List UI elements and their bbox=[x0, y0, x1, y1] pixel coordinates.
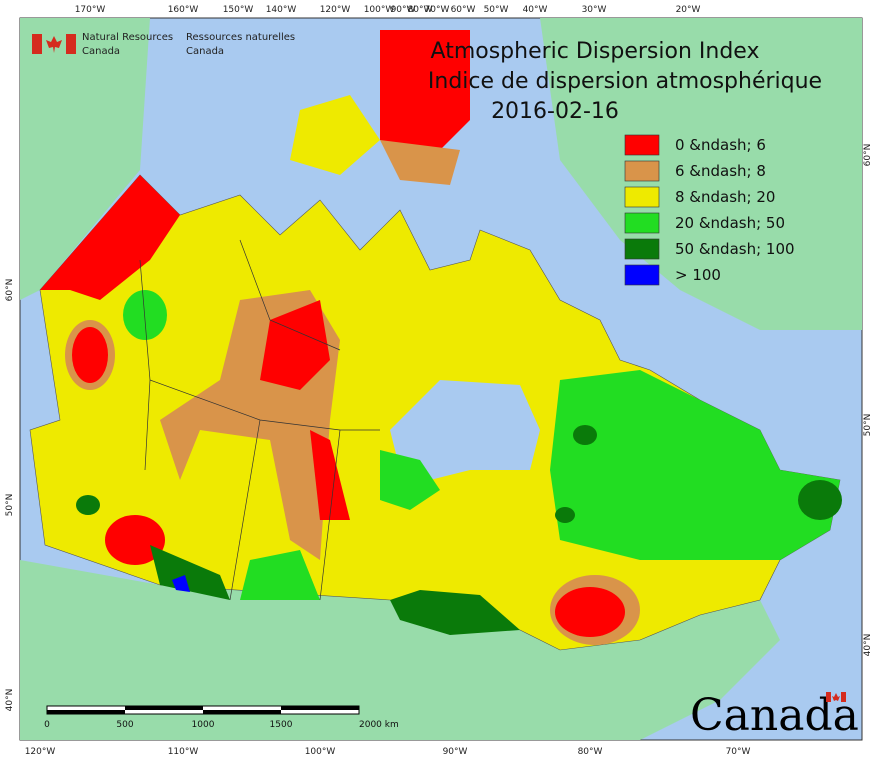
legend-label: 6 &ndash; 8 bbox=[675, 162, 766, 180]
scale-label: 1000 bbox=[192, 720, 215, 730]
longitude-label: 160°W bbox=[168, 5, 199, 15]
legend-swatch bbox=[624, 134, 660, 156]
united-states bbox=[20, 560, 780, 740]
org-french: Canada bbox=[186, 46, 224, 57]
province-boundary bbox=[139, 239, 380, 601]
legend-swatch bbox=[624, 238, 660, 260]
maple-leaf bbox=[46, 36, 62, 53]
longitude-label: 80°W bbox=[578, 747, 603, 757]
index-area bbox=[150, 545, 230, 600]
index-area bbox=[76, 495, 100, 515]
latitude-label: 40°N bbox=[863, 634, 873, 657]
scale-label: 0 bbox=[44, 720, 50, 730]
longitude-label: 20°W bbox=[676, 5, 701, 15]
index-area bbox=[555, 587, 625, 637]
arctic-island bbox=[380, 140, 460, 185]
legend-swatch bbox=[624, 264, 660, 286]
legend-label: 50 &ndash; 100 bbox=[675, 240, 795, 258]
legend-label: > 100 bbox=[675, 266, 721, 284]
index-area bbox=[105, 515, 165, 565]
longitude-label: 30°W bbox=[582, 5, 607, 15]
flag-bar bbox=[66, 34, 76, 54]
wordmark-flag bbox=[841, 692, 846, 702]
latitude-label: 60°N bbox=[863, 144, 873, 167]
longitude-label: 50°W bbox=[484, 5, 509, 15]
title: Atmospheric Dispersion Index bbox=[431, 39, 760, 64]
longitude-label: 150°W bbox=[223, 5, 254, 15]
legend-swatch bbox=[624, 212, 660, 234]
legend: 0 &ndash; 6 6 &ndash; 8 8 &ndash; 20 20 &nd… bbox=[624, 134, 795, 286]
longitude-label: 140°W bbox=[266, 5, 297, 15]
arctic-island bbox=[290, 95, 380, 175]
wordmark-flag bbox=[826, 692, 831, 702]
index-area bbox=[380, 450, 440, 510]
longitude-label: 60°W bbox=[451, 5, 476, 15]
index-area bbox=[123, 290, 167, 340]
org-english: Canada bbox=[82, 46, 120, 57]
longitude-label: 170°W bbox=[75, 5, 106, 15]
scale-labels: 0 500 1000 1500 2000 km bbox=[44, 720, 399, 730]
hudson-bay bbox=[390, 380, 540, 480]
title-date: 2016-02-16 bbox=[491, 99, 619, 124]
flag-bar bbox=[32, 34, 42, 54]
title: Indice de dispersion atmosphérique bbox=[428, 69, 822, 94]
greenland bbox=[540, 18, 862, 330]
ellesmere-island bbox=[380, 30, 470, 160]
index-area bbox=[72, 327, 108, 383]
index-area bbox=[555, 507, 575, 523]
longitude-label: 120°W bbox=[25, 747, 56, 757]
longitude-label: 90°W bbox=[443, 747, 468, 757]
longitude-label: 80°W bbox=[408, 5, 433, 15]
index-area bbox=[390, 590, 520, 635]
index-area bbox=[550, 370, 840, 560]
legend-swatch bbox=[624, 160, 660, 182]
legend-label: 0 &ndash; 6 bbox=[675, 136, 766, 154]
wordmark-leaf bbox=[832, 693, 840, 701]
scale-bar-segment bbox=[125, 706, 203, 710]
legend-label: 8 &ndash; 20 bbox=[675, 188, 775, 206]
index-area bbox=[310, 430, 350, 520]
legend-label: 20 &ndash; 50 bbox=[675, 214, 785, 232]
longitude-label: 70°W bbox=[726, 747, 751, 757]
scale-label: 500 bbox=[116, 720, 133, 730]
index-area bbox=[40, 175, 180, 300]
longitude-label: 70°W bbox=[425, 5, 450, 15]
latitude-label: 60°N bbox=[5, 279, 15, 302]
latitude-label: 50°N bbox=[5, 494, 15, 517]
graticule-labels: 170°W 160°W 150°W 140°W 120°W 100°W90°W80°W70… bbox=[5, 5, 873, 757]
org-english: Natural Resources bbox=[82, 32, 173, 43]
index-area bbox=[798, 480, 842, 520]
longitude-label: 120°W bbox=[320, 5, 351, 15]
scale-label: 1500 bbox=[270, 720, 293, 730]
latitude-label: 50°N bbox=[863, 414, 873, 437]
scale-bar-segment bbox=[281, 706, 359, 710]
index-area bbox=[260, 300, 330, 390]
longitude-label: 90°W bbox=[391, 5, 416, 15]
longitude-label: 100°W bbox=[305, 747, 336, 757]
scale-bar-segment bbox=[47, 710, 125, 714]
longitude-label: 100°W bbox=[364, 5, 395, 15]
index-area bbox=[240, 550, 320, 600]
legend-swatch bbox=[624, 186, 660, 208]
org-french: Ressources naturelles bbox=[186, 32, 295, 43]
index-area bbox=[172, 575, 190, 592]
longitude-label: 110°W bbox=[168, 747, 199, 757]
latitude-label: 40°N bbox=[5, 689, 15, 712]
alaska bbox=[20, 18, 150, 300]
longitude-label: 40°W bbox=[523, 5, 548, 15]
scale-bar-segment bbox=[203, 710, 281, 714]
scale-label: 2000 km bbox=[359, 720, 399, 730]
index-area bbox=[573, 425, 597, 445]
